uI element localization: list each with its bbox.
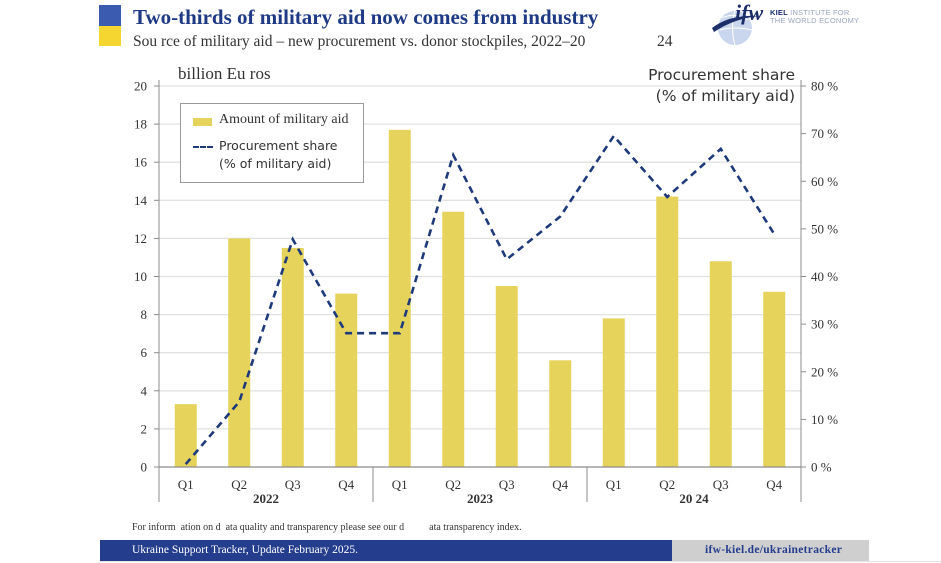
x-axis-labels: 2022 2023 20 24 Q1 Q2 Q3 Q4 Q1 Q2 Q3 Q4 Q1 Q2 Q3 Q4 <box>178 477 783 506</box>
bar <box>763 291 786 467</box>
ifw-logo-mark: ifw <box>735 0 764 25</box>
left-tick-label: 16 <box>134 155 148 170</box>
quarter-label: Q1 <box>606 477 622 492</box>
quarter-label: Q2 <box>231 477 247 492</box>
footer-source-text: Ukraine Support Tracker, Update February… <box>132 544 358 556</box>
flag-yellow-stripe <box>99 26 121 46</box>
left-tick-label: 4 <box>141 383 148 398</box>
logo-line1: INSTITUTE FOR <box>787 8 850 17</box>
year-label: 2023 <box>467 491 494 506</box>
legend-label-procurement: Procurement share (% of military aid) <box>219 137 338 173</box>
left-tick-label: 12 <box>134 231 147 246</box>
logo-kiel: KIEL <box>770 8 788 17</box>
ifw-logo-text: KIEL INSTITUTE FOR THE WORLD ECONOMY <box>770 9 859 25</box>
chart-subtitle-text: Sou rce of military aid – new procuremen… <box>133 33 586 50</box>
chart-title: Two-thirds of military aid now comes fro… <box>133 5 599 29</box>
left-tick-label: 10 <box>134 269 147 284</box>
right-tick-label: 80 % <box>811 79 838 94</box>
right-tick-label: 20 % <box>811 364 838 379</box>
quarter-label: Q2 <box>659 477 675 492</box>
bar <box>388 129 411 467</box>
bar <box>335 293 358 467</box>
right-tick-label: 10 % <box>811 412 838 427</box>
left-tick-label: 8 <box>141 307 148 322</box>
footer-gray-band <box>672 540 869 561</box>
right-tick-label: 50 % <box>811 221 838 236</box>
quarter-label: Q1 <box>178 477 194 492</box>
chart-legend: Amount of military aid Procurement share… <box>180 103 364 183</box>
left-tick-label: 14 <box>134 193 148 208</box>
bar <box>228 238 251 467</box>
bar <box>281 247 304 467</box>
bar <box>709 261 732 467</box>
right-tick-label: 0 % <box>811 460 832 475</box>
logo-line2: THE WORLD ECONOMY <box>770 16 860 25</box>
bar <box>495 286 518 467</box>
line-series <box>184 133 776 465</box>
right-axis-ticks: 0 % 10 % 20 % 30 % 40 % 50 % 60 % 70 % 80 % <box>801 79 838 475</box>
quarter-label: Q3 <box>285 477 301 492</box>
left-axis-label: billion Eu ros <box>178 64 271 83</box>
bar-series <box>174 129 786 468</box>
legend-label-amount: Amount of military aid <box>219 112 349 127</box>
quarter-label: Q4 <box>338 477 354 492</box>
chart-subtitle-year: 24 <box>657 33 673 50</box>
left-axis-ticks: 0 2 4 6 8 10 12 14 16 18 20 <box>134 79 159 475</box>
quarter-label: Q3 <box>713 477 729 492</box>
quarter-label: Q4 <box>766 477 782 492</box>
left-tick-label: 18 <box>134 117 147 132</box>
bar <box>549 360 572 467</box>
ifw-globe-logo-icon <box>712 10 760 46</box>
right-tick-label: 40 % <box>811 269 838 284</box>
legend-swatch-dashed-line <box>193 146 213 148</box>
footer-blue-band <box>100 540 680 561</box>
bar <box>656 196 679 468</box>
left-tick-label: 0 <box>141 460 148 475</box>
quarter-label: Q4 <box>552 477 568 492</box>
footer-url-link[interactable]: ifw-kiel.de/ukrainetracker <box>705 544 843 556</box>
chart-subtitle: Sou rce of military aid – new procuremen… <box>133 33 673 51</box>
left-tick-label: 20 <box>134 79 147 94</box>
year-label: 20 24 <box>679 491 709 506</box>
right-tick-label: 60 % <box>811 174 838 189</box>
legend-label-procurement-line2: (% of military aid) <box>219 156 332 171</box>
left-tick-label: 2 <box>141 421 148 436</box>
right-axis-label-line1: Procurement share <box>648 66 795 84</box>
legend-label-procurement-line1: Procurement share <box>219 138 338 153</box>
quarter-label: Q1 <box>392 477 408 492</box>
legend-swatch-bar <box>193 118 212 126</box>
bar <box>174 404 197 467</box>
transparency-note: For inform ation on d ata quality and tr… <box>132 522 522 533</box>
flag-blue-stripe <box>99 5 121 26</box>
procurement-share-line <box>184 133 776 465</box>
right-tick-label: 70 % <box>811 126 838 141</box>
right-axis-label-line2: (% of military aid) <box>655 87 795 105</box>
left-tick-label: 6 <box>141 345 148 360</box>
quarter-label: Q2 <box>445 477 461 492</box>
bar <box>602 318 625 467</box>
right-tick-label: 30 % <box>811 317 838 332</box>
ukraine-flag-icon <box>99 5 121 46</box>
bar <box>442 211 465 467</box>
quarter-label: Q3 <box>499 477 515 492</box>
right-axis-label: Procurement share (% of military aid) <box>648 65 795 107</box>
footer-divider <box>100 561 941 562</box>
year-label: 2022 <box>253 491 279 506</box>
axes <box>158 80 802 502</box>
